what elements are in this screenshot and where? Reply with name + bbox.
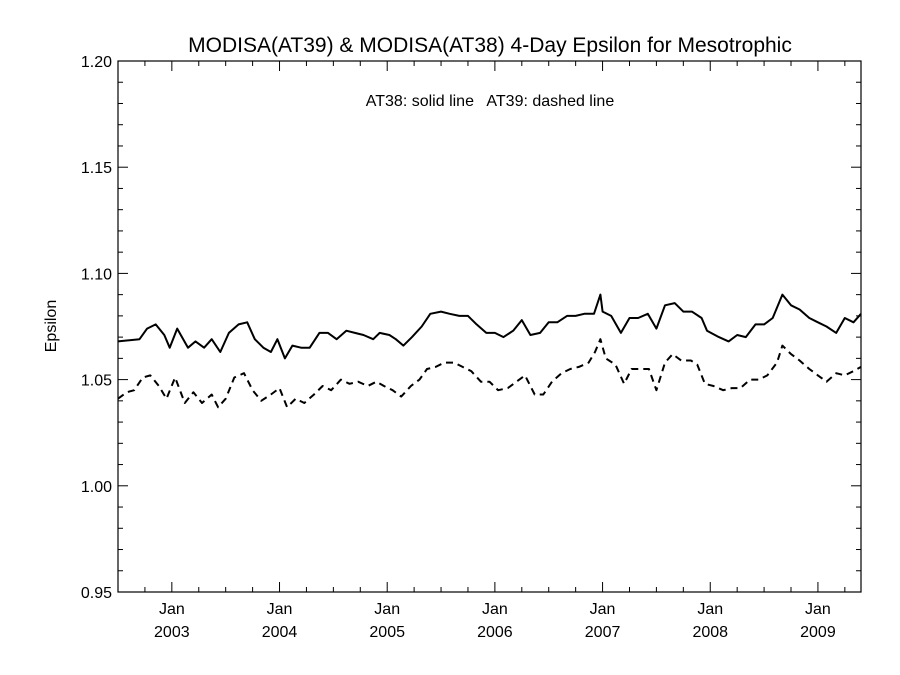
series-line-at38 [117, 293, 862, 360]
x-tick-year-label: 2005 [369, 624, 405, 641]
x-tick-month-label: Jan [697, 601, 723, 618]
series-annotation: AT38: solid line AT39: dashed line [366, 93, 615, 110]
x-tick-month-label: Jan [482, 601, 508, 618]
x-axis: Jan 2003 Jan 2004 Jan 2005 Jan 2006 Jan 2007 Jan 20… [117, 61, 846, 641]
x-tick-month-label: Jan [159, 601, 185, 618]
x-tick-year-label: 2004 [262, 624, 298, 641]
y-tick-label: 1.00 [81, 479, 112, 496]
x-tick-year-label: 2007 [585, 624, 621, 641]
plot-frame [117, 60, 862, 593]
x-tick-month-label: Jan [374, 601, 400, 618]
y-tick-label: 1.15 [81, 160, 112, 177]
x-tick-year-label: 2008 [692, 624, 728, 641]
x-tick-year-label: 2006 [477, 624, 513, 641]
y-tick-label: 1.05 [81, 373, 112, 390]
y-tick-label: 1.20 [81, 54, 112, 71]
y-tick-label: 1.10 [81, 266, 112, 283]
x-tick-month-label: Jan [805, 601, 831, 618]
x-tick-month-label: Jan [267, 601, 293, 618]
x-tick-year-label: 2009 [800, 624, 836, 641]
y-axis: 0.95 1.00 1.05 1.10 1.15 1.20 [81, 54, 861, 602]
series-line-at39 [117, 338, 862, 409]
y-tick-label: 0.95 [81, 585, 112, 602]
x-tick-month-label: Jan [590, 601, 616, 618]
x-tick-year-label: 2003 [154, 624, 190, 641]
y-axis-label: Epsilon [43, 300, 60, 352]
series-layer [117, 293, 862, 409]
chart-title: MODISA(AT39) & MODISA(AT38) 4-Day Epsilo… [188, 34, 792, 57]
